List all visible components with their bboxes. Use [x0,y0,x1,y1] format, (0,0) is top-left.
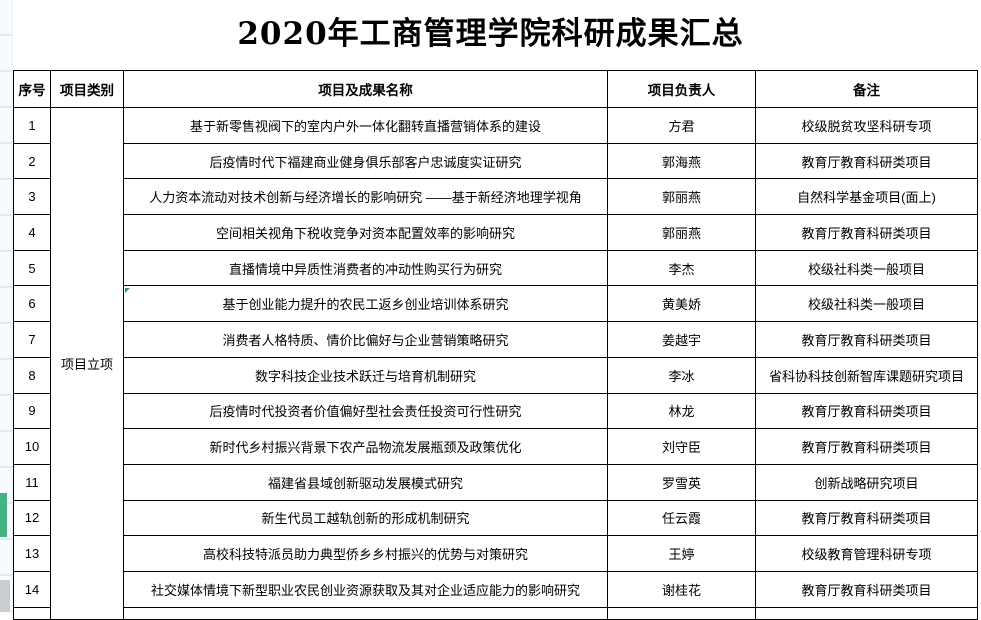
row-number-cell[interactable]: 6 [13,285,51,323]
row-number-cell[interactable]: 3 [13,178,51,216]
leader-cell[interactable]: 任云霞 [607,499,756,537]
empty-cell[interactable] [607,606,756,620]
note-cell[interactable]: 校级教育管理科研专项 [755,535,978,572]
row-number-cell[interactable]: 11 [13,463,51,501]
note-cell[interactable]: 教育厅教育科研类项目 [755,321,978,358]
project-name-cell[interactable]: 消费者人格特质、情价比偏好与企业营销策略研究 [123,321,608,358]
leader-cell[interactable]: 郭海燕 [607,142,756,180]
note-cell[interactable]: 教育厅教育科研类项目 [755,428,978,465]
selection-indicator-bar [0,493,7,537]
column-header-0[interactable]: 序号 [13,70,51,108]
row-number-cell[interactable]: 13 [13,535,51,572]
note-cell[interactable]: 教育厅教育科研类项目 [755,214,978,251]
table-row: 11 福建省县域创新驱动发展模式研究 罗雪英 创新战略研究项目 [13,463,978,501]
table-row: 14 社交媒体情境下新型职业农民创业资源获取及其对企业适应能力的影响研究 谢桂花 教育… [13,570,978,608]
cell-comment-icon [125,288,130,293]
table-row: 3 人力资本流动对技术创新与经济增长的影响研究 ——基于新经济地理学视角 郭丽燕 自然… [13,178,978,216]
project-name-cell[interactable]: 新时代乡村振兴背景下农产品物流发展瓶颈及政策优化 [123,428,608,465]
table-row: 5 直播情境中异质性消费者的冲动性购买行为研究 李杰 校级社科类一般项目 [13,249,978,287]
row-number-cell[interactable]: 2 [13,142,51,180]
note-cell[interactable]: 创新战略研究项目 [755,463,978,501]
project-name-cell[interactable]: 社交媒体情境下新型职业农民创业资源获取及其对企业适应能力的影响研究 [123,570,608,608]
note-cell[interactable]: 校级脱贫攻坚科研专项 [755,107,978,144]
research-results-table: 序号 项目类别 项目及成果名称 项目负责人 备注 1 项目立项 基于新零售视阀下的室内户外一… [13,70,978,620]
table-row: 8 数字科技企业技术跃迁与培育机制研究 李冰 省科协科技创新智库课题研究项目 [13,356,978,394]
leader-cell[interactable]: 郭丽燕 [607,178,756,216]
partial-row [13,606,978,620]
table-row: 7 消费者人格特质、情价比偏好与企业营销策略研究 姜越宇 教育厅教育科研类项目 [13,321,978,358]
header-row: 序号 项目类别 项目及成果名称 项目负责人 备注 [13,70,978,108]
note-cell[interactable]: 自然科学基金项目(面上) [755,178,978,216]
project-name-cell[interactable]: 直播情境中异质性消费者的冲动性购买行为研究 [123,249,608,287]
column-header-3[interactable]: 项目负责人 [607,70,756,108]
table-row: 4 空间相关视角下税收竞争对资本配置效率的影响研究 郭丽燕 教育厅教育科研类项目 [13,214,978,251]
row-number-cell[interactable]: 4 [13,214,51,251]
row-number-cell[interactable]: 10 [13,428,51,465]
row-number-cell[interactable]: 5 [13,249,51,287]
note-cell[interactable]: 校级社科类一般项目 [755,285,978,323]
note-cell[interactable]: 校级社科类一般项目 [755,249,978,287]
leader-cell[interactable]: 王婷 [607,535,756,572]
table-body: 1 项目立项 基于新零售视阀下的室内户外一体化翻转直播营销体系的建设 方君 校级脱贫攻坚… [13,107,978,620]
project-name-cell[interactable]: 人力资本流动对技术创新与经济增长的影响研究 ——基于新经济地理学视角 [123,178,608,216]
leader-cell[interactable]: 方君 [607,107,756,144]
project-name-cell[interactable]: 福建省县域创新驱动发展模式研究 [123,463,608,501]
page-title: 2020年工商管理学院科研成果汇总 [237,16,744,52]
row-number-cell[interactable]: 14 [13,570,51,608]
table-row: 12 新生代员工越轨创新的形成机制研究 任云霞 教育厅教育科研类项目 [13,499,978,537]
table-row: 2 后疫情时代下福建商业健身俱乐部客户忠诚度实证研究 郭海燕 教育厅教育科研类项目 [13,142,978,180]
column-header-4[interactable]: 备注 [755,70,978,108]
project-name-cell[interactable]: 基于新零售视阀下的室内户外一体化翻转直播营销体系的建设 [123,107,608,144]
window-edge-block [0,580,10,612]
project-name-cell[interactable]: 后疫情时代下福建商业健身俱乐部客户忠诚度实证研究 [123,142,608,180]
leader-cell[interactable]: 谢桂花 [607,570,756,608]
note-cell[interactable]: 教育厅教育科研类项目 [755,142,978,180]
row-number-cell[interactable]: 9 [13,392,51,430]
empty-cell[interactable] [755,606,978,620]
window-edge-strip [0,0,13,615]
row-number-cell[interactable]: 8 [13,356,51,394]
row-number-cell[interactable]: 1 [13,107,51,144]
row-number-cell[interactable]: 12 [13,499,51,537]
leader-cell[interactable]: 李杰 [607,249,756,287]
project-name-cell[interactable]: 数字科技企业技术跃迁与培育机制研究 [123,356,608,394]
project-name-cell[interactable]: 基于创业能力提升的农民工返乡创业培训体系研究 [123,285,608,323]
note-cell[interactable]: 教育厅教育科研类项目 [755,392,978,430]
table-row: 13 高校科技特派员助力典型侨乡乡村振兴的优势与对策研究 王婷 校级教育管理科研专项 [13,535,978,572]
empty-cell[interactable] [123,606,608,620]
leader-cell[interactable]: 罗雪英 [607,463,756,501]
project-name-cell[interactable]: 后疫情时代投资者价值偏好型社会责任投资可行性研究 [123,392,608,430]
project-name-cell[interactable]: 空间相关视角下税收竞争对资本配置效率的影响研究 [123,214,608,251]
leader-cell[interactable]: 刘守臣 [607,428,756,465]
table-row: 9 后疫情时代投资者价值偏好型社会责任投资可行性研究 林龙 教育厅教育科研类项目 [13,392,978,430]
column-header-1[interactable]: 项目类别 [50,70,124,108]
leader-cell[interactable]: 郭丽燕 [607,214,756,251]
table-row: 10 新时代乡村振兴背景下农产品物流发展瓶颈及政策优化 刘守臣 教育厅教育科研类项目 [13,428,978,465]
note-cell[interactable]: 教育厅教育科研类项目 [755,570,978,608]
leader-cell[interactable]: 林龙 [607,392,756,430]
project-name-cell[interactable]: 高校科技特派员助力典型侨乡乡村振兴的优势与对策研究 [123,535,608,572]
row-number-cell[interactable]: 7 [13,321,51,358]
column-header-2[interactable]: 项目及成果名称 [123,70,608,108]
table-row: 1 项目立项 基于新零售视阀下的室内户外一体化翻转直播营销体系的建设 方君 校级脱贫攻坚… [13,107,978,620]
empty-cell[interactable] [13,606,51,620]
project-name-cell[interactable]: 新生代员工越轨创新的形成机制研究 [123,499,608,537]
note-cell[interactable]: 省科协科技创新智库课题研究项目 [755,356,978,394]
note-cell[interactable]: 教育厅教育科研类项目 [755,499,978,537]
leader-cell[interactable]: 黄美娇 [607,285,756,323]
leader-cell[interactable]: 姜越宇 [607,321,756,358]
category-merged-cell[interactable]: 项目立项 [50,107,124,620]
table-row: 6 基于创业能力提升的农民工返乡创业培训体系研究 黄美娇 校级社科类一般项目 [13,285,978,323]
leader-cell[interactable]: 李冰 [607,356,756,394]
